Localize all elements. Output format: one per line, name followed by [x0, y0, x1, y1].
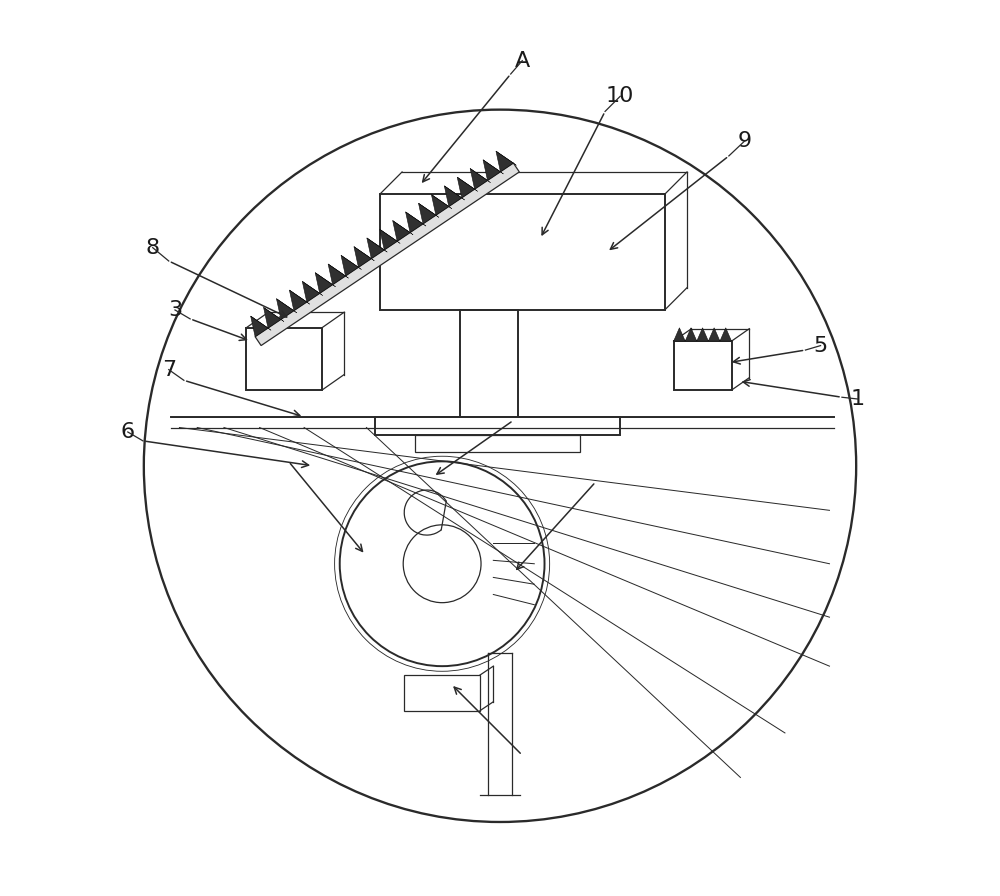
Polygon shape — [406, 212, 423, 233]
Polygon shape — [470, 168, 491, 183]
Polygon shape — [496, 151, 516, 166]
Polygon shape — [289, 290, 310, 305]
Polygon shape — [483, 159, 500, 180]
Polygon shape — [380, 229, 397, 250]
Polygon shape — [255, 163, 519, 346]
Polygon shape — [328, 264, 346, 285]
Polygon shape — [264, 307, 284, 322]
Polygon shape — [328, 264, 349, 278]
Polygon shape — [720, 328, 732, 341]
Text: 8: 8 — [146, 237, 160, 258]
Polygon shape — [674, 328, 685, 341]
Polygon shape — [419, 203, 439, 218]
Polygon shape — [289, 290, 307, 311]
Text: 1: 1 — [851, 389, 865, 409]
Polygon shape — [708, 328, 720, 341]
Polygon shape — [341, 255, 358, 276]
Text: 5: 5 — [813, 336, 828, 356]
Polygon shape — [457, 177, 475, 198]
Polygon shape — [393, 220, 413, 235]
Polygon shape — [685, 328, 697, 341]
Bar — [674, 341, 732, 390]
Polygon shape — [367, 238, 384, 259]
Polygon shape — [380, 229, 400, 244]
Polygon shape — [302, 281, 323, 296]
Bar — [375, 417, 620, 435]
Text: 3: 3 — [168, 300, 182, 320]
Polygon shape — [276, 298, 297, 313]
Bar — [460, 310, 518, 417]
Polygon shape — [251, 316, 268, 337]
Text: A: A — [515, 51, 530, 71]
Bar — [380, 194, 665, 310]
Text: 7: 7 — [162, 359, 176, 380]
Polygon shape — [496, 151, 513, 172]
Polygon shape — [444, 185, 462, 206]
Polygon shape — [406, 212, 426, 226]
Polygon shape — [264, 307, 281, 328]
Polygon shape — [341, 255, 361, 270]
Text: 6: 6 — [121, 422, 135, 442]
Polygon shape — [483, 159, 503, 174]
Polygon shape — [367, 238, 387, 252]
Polygon shape — [251, 316, 271, 331]
Polygon shape — [444, 185, 465, 200]
Polygon shape — [431, 194, 449, 215]
Text: 9: 9 — [738, 131, 752, 151]
Polygon shape — [393, 220, 410, 241]
Polygon shape — [697, 328, 708, 341]
Polygon shape — [302, 281, 320, 302]
Polygon shape — [315, 272, 336, 287]
Polygon shape — [354, 246, 374, 261]
Bar — [246, 328, 322, 390]
Polygon shape — [431, 194, 452, 209]
Polygon shape — [457, 177, 478, 192]
Bar — [404, 675, 480, 711]
Text: 10: 10 — [606, 86, 634, 107]
Bar — [415, 435, 580, 452]
Polygon shape — [354, 246, 371, 267]
Polygon shape — [470, 168, 488, 189]
Polygon shape — [276, 298, 294, 319]
Polygon shape — [419, 203, 436, 224]
Polygon shape — [315, 272, 333, 293]
